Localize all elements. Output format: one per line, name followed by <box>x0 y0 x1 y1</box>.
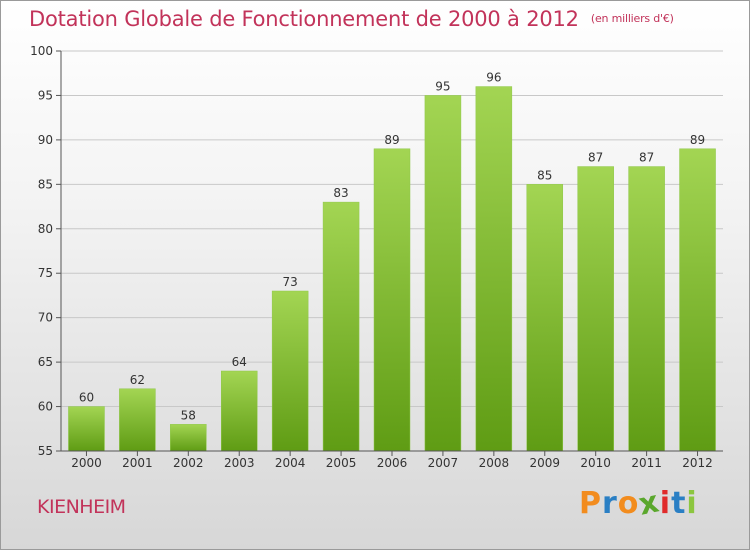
bar-value-label: 83 <box>333 186 348 200</box>
chart-subtitle: (en milliers d'€) <box>590 12 674 25</box>
logo-letter: i <box>686 486 698 521</box>
bar-value-label: 89 <box>690 133 705 147</box>
bar-2004[interactable] <box>271 290 309 452</box>
bar-value-label: 64 <box>232 355 247 369</box>
y-tick-label: 65 <box>38 355 53 369</box>
y-tick-label: 70 <box>38 311 53 325</box>
logo-letter: r <box>602 486 618 521</box>
bar-2007[interactable] <box>424 95 462 452</box>
bar-value-label: 60 <box>79 391 94 405</box>
x-tick-label: 2001 <box>122 456 153 470</box>
y-tick-label: 55 <box>38 444 53 458</box>
bar-value-label: 87 <box>588 151 603 165</box>
logo-letter: t <box>671 486 687 521</box>
x-tick-label: 2006 <box>377 456 408 470</box>
x-tick-label: 2003 <box>224 456 255 470</box>
bar-2002[interactable] <box>170 424 207 452</box>
logo-letter: i <box>659 486 672 521</box>
bar-value-label: 73 <box>283 275 298 289</box>
x-tick-label: 2012 <box>682 456 713 470</box>
y-axis: 55 60 65 70 75 80 85 90 95 100 <box>30 44 61 458</box>
bar-2005[interactable] <box>322 201 360 452</box>
y-tick-label: 100 <box>30 44 53 58</box>
logo-letter: o <box>617 486 640 521</box>
chart-title-text: Dotation Globale de Fonctionnement de 20… <box>29 7 579 31</box>
x-tick-label: 2005 <box>326 456 357 470</box>
bar-2009[interactable] <box>526 184 564 452</box>
logo-letter: P <box>579 486 602 521</box>
bar-2000[interactable] <box>68 406 105 452</box>
bar-value-label: 87 <box>639 151 654 165</box>
bar-2012[interactable] <box>679 148 716 452</box>
bars: 60 62 58 64 73 83 89 95 96 85 87 87 89 <box>68 71 716 452</box>
axis-lines <box>60 51 723 452</box>
y-tick-label: 85 <box>38 177 53 191</box>
x-tick-label: 2002 <box>173 456 204 470</box>
bar-2011[interactable] <box>628 166 665 452</box>
x-tick-label: 2010 <box>580 456 611 470</box>
bar-2006[interactable] <box>373 148 411 452</box>
proxiti-logo[interactable]: Proxiti <box>579 484 698 522</box>
x-tick-label: 2008 <box>479 456 510 470</box>
bar-2001[interactable] <box>119 388 156 452</box>
bar-value-label: 85 <box>537 168 552 182</box>
bar-value-label: 96 <box>486 71 501 85</box>
bar-value-label: 95 <box>435 79 450 93</box>
x-tick-label: 2009 <box>529 456 560 470</box>
bar-2010[interactable] <box>577 166 614 452</box>
y-tick-label: 90 <box>38 133 53 147</box>
bar-2008[interactable] <box>475 86 513 452</box>
x-tick-label: 2007 <box>428 456 459 470</box>
x-tick-label: 2000 <box>71 456 102 470</box>
x-axis: 2000 2001 2002 2003 2004 2005 2006 2007 2008 2009… <box>71 451 713 470</box>
chart-title: Dotation Globale de Fonctionnement de 20… <box>29 7 674 31</box>
y-tick-label: 75 <box>38 266 53 280</box>
y-tick-label: 60 <box>38 400 53 414</box>
bar-value-label: 62 <box>130 373 145 387</box>
y-tick-label: 80 <box>38 222 53 236</box>
bar-value-label: 58 <box>181 408 196 422</box>
bar-2003[interactable] <box>220 370 258 452</box>
bar-value-label: 89 <box>384 133 399 147</box>
x-tick-label: 2004 <box>275 456 306 470</box>
y-tick-label: 95 <box>38 88 53 102</box>
commune-name: KIENHEIM <box>37 496 126 518</box>
x-tick-label: 2011 <box>631 456 662 470</box>
